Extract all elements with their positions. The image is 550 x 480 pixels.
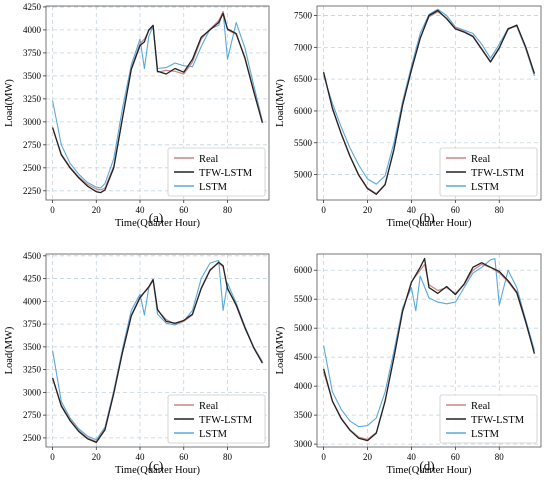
- x-axis-label: Time(Quarter Hour): [115, 218, 201, 229]
- y-tick-label: 2250: [23, 186, 42, 196]
- y-tick-label: 5000: [294, 323, 313, 333]
- series-line-lstm: [323, 258, 535, 428]
- y-axis-label: Load(MW): [4, 326, 15, 374]
- y-tick-label: 3500: [23, 71, 42, 81]
- legend-label: LSTM: [199, 429, 228, 440]
- legend-label: LSTM: [471, 182, 500, 193]
- y-tick-label: 6500: [294, 74, 313, 84]
- legend-label: Real: [199, 154, 218, 165]
- legend-label: TFW-LSTM: [199, 168, 253, 179]
- y-tick-label: 3750: [23, 48, 42, 58]
- y-axis-label: Load(MW): [275, 79, 286, 127]
- x-tick-label: 60: [451, 205, 461, 215]
- legend-label: LSTM: [199, 182, 228, 193]
- y-tick-label: 2750: [23, 410, 42, 420]
- x-tick-label: 80: [495, 205, 505, 215]
- y-axis-label: Load(MW): [4, 79, 15, 127]
- x-tick-label: 0: [50, 205, 55, 215]
- x-tick-label: 80: [223, 452, 233, 462]
- x-tick-label: 40: [407, 205, 417, 215]
- legend-label: Real: [199, 401, 218, 412]
- series-group: [51, 259, 263, 444]
- y-tick-label: 3250: [23, 94, 42, 104]
- y-tick-label: 3000: [294, 439, 313, 449]
- y-tick-label: 3500: [23, 342, 42, 352]
- series-group: [322, 257, 536, 442]
- series-line-tfw-lstm: [322, 9, 536, 195]
- chart-panel-2: 0 20 40 60 80 5000 5500 6000 6500 7000 7500 Time(Qu…: [275, 5, 542, 229]
- legend-label: TFW-LSTM: [471, 168, 525, 179]
- chart-panel-1: 0 20 40 60 80 2250 2500 2750 3000 3250 3500 3750 400…: [4, 2, 270, 229]
- y-tick-label: 7000: [294, 42, 313, 52]
- y-tick-label: 5500: [294, 294, 313, 304]
- legend-box: [439, 147, 538, 197]
- plot-frame: [316, 5, 542, 201]
- y-tick-label: 3250: [23, 365, 42, 375]
- y-tick-label: 3000: [23, 387, 42, 397]
- series-line-tfw-lstm: [322, 257, 536, 442]
- x-tick-label: 20: [363, 205, 373, 215]
- x-tick-label: 80: [223, 205, 233, 215]
- y-tick-label: 6000: [294, 265, 313, 275]
- y-tick-label: 2500: [23, 163, 42, 173]
- y-tick-label: 2750: [23, 140, 42, 150]
- y-tick-label: 4000: [23, 25, 42, 35]
- panel-caption: (d): [419, 458, 434, 473]
- series-line-lstm: [323, 8, 535, 185]
- y-tick-label: 3500: [294, 410, 313, 420]
- x-tick-label: 60: [179, 452, 189, 462]
- y-tick-label: 4500: [23, 251, 42, 261]
- series-line-tfw-lstm: [51, 12, 264, 194]
- panel-caption: (b): [419, 210, 434, 225]
- y-tick-label: 5500: [294, 138, 313, 148]
- legend-label: Real: [471, 154, 490, 165]
- y-tick-label: 6000: [294, 106, 313, 116]
- x-tick-label: 60: [179, 205, 189, 215]
- panel-caption: (a): [149, 210, 163, 225]
- x-tick-label: 40: [407, 452, 417, 462]
- legend-label: Real: [471, 401, 490, 412]
- legend-label: LSTM: [471, 429, 500, 440]
- x-axis-label: Time(Quarter Hour): [386, 465, 472, 476]
- x-tick-label: 60: [451, 452, 461, 462]
- x-tick-label: 40: [136, 452, 146, 462]
- y-tick-label: 4250: [23, 2, 42, 12]
- x-tick-label: 0: [321, 452, 326, 462]
- plot-frame: [316, 253, 542, 448]
- y-tick-label: 2500: [23, 433, 42, 443]
- x-tick-label: 20: [363, 452, 373, 462]
- series-group: [51, 10, 264, 194]
- y-tick-label: 4500: [294, 352, 313, 362]
- y-tick-label: 4000: [294, 381, 313, 391]
- legend-label: TFW-LSTM: [471, 415, 525, 426]
- legend-box: [167, 394, 266, 444]
- y-tick-label: 4250: [23, 274, 42, 284]
- series-line-tfw-lstm: [51, 261, 263, 444]
- x-tick-label: 80: [495, 452, 505, 462]
- legend-box: [167, 147, 266, 197]
- y-tick-label: 3750: [23, 319, 42, 329]
- x-axis-label: Time(Quarter Hour): [115, 465, 201, 476]
- x-tick-label: 40: [136, 205, 146, 215]
- y-tick-label: 7500: [294, 11, 313, 21]
- chart-panel-3: 0 20 40 60 80 2500 2750 3000 3250 3500 3750 4000 425…: [4, 251, 270, 476]
- x-tick-label: 20: [92, 452, 102, 462]
- y-tick-label: 5000: [294, 170, 313, 180]
- y-tick-label: 4000: [23, 296, 42, 306]
- chart-panel-4: 0 20 40 60 80 3000 3500 4000 4500 5000 5500 6000 Tim…: [275, 253, 542, 476]
- panel-caption: (c): [149, 458, 163, 473]
- y-tick-label: 3000: [23, 117, 42, 127]
- plot-frame: [45, 5, 270, 201]
- plot-frame: [45, 253, 270, 448]
- y-axis-label: Load(MW): [275, 326, 286, 374]
- series-group: [322, 8, 536, 195]
- x-axis-label: Time(Quarter Hour): [386, 218, 472, 229]
- legend-box: [439, 394, 538, 444]
- x-tick-label: 0: [321, 205, 326, 215]
- legend-label: TFW-LSTM: [199, 415, 253, 426]
- x-tick-label: 0: [50, 452, 55, 462]
- x-tick-label: 20: [92, 205, 102, 215]
